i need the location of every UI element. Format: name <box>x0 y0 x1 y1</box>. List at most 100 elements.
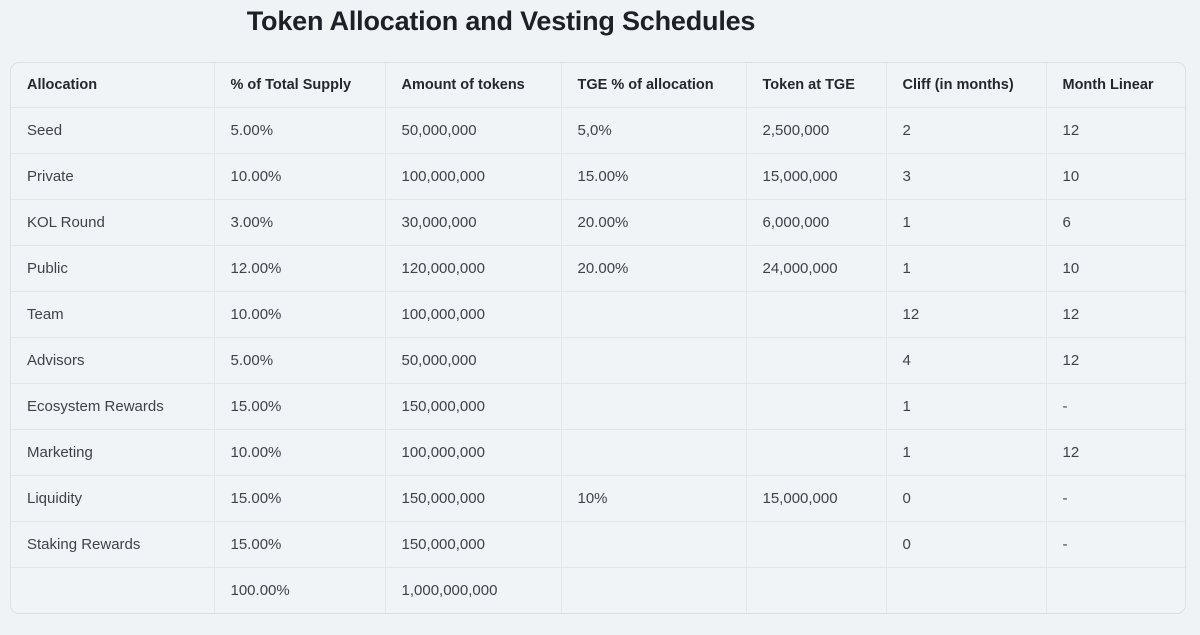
table-cell: Staking Rewards <box>11 520 214 567</box>
table-row: Seed 5.00% 50,000,000 5,0% 2,500,000 2 12 <box>11 107 1185 153</box>
table-cell: 12 <box>1045 290 1185 337</box>
table-cell: 150,000,000 <box>384 382 561 429</box>
page-header: Token Allocation and Vesting Schedules <box>10 6 992 37</box>
table-row: KOL Round 3.00% 30,000,000 20.00% 6,000,000 1… <box>11 198 1185 245</box>
table-cell <box>885 566 1046 613</box>
column-header: Cliff (in months) <box>885 63 1046 108</box>
table-cell: 10.00% <box>213 290 385 337</box>
table-cell: 1 <box>885 244 1046 291</box>
table-cell: 15.00% <box>213 520 385 567</box>
table-cell: 12 <box>885 290 1046 337</box>
table-cell: Public <box>11 244 214 291</box>
table-cell: 1 <box>885 198 1046 245</box>
column-header: Month Linear <box>1045 63 1185 108</box>
allocation-table-container: Allocation% of Total Supply Amount of tok… <box>10 62 1186 614</box>
table-header-row: Allocation% of Total Supply Amount of tok… <box>11 63 1185 108</box>
table-cell: - <box>1045 474 1185 521</box>
table-row: Advisors 5.00% 50,000,000 4 12 <box>11 336 1185 383</box>
table-cell: 10 <box>1045 244 1185 291</box>
table-cell: 150,000,000 <box>384 474 561 521</box>
table-cell: 5.00% <box>213 107 385 153</box>
table-row: Staking Rewards 15.00% 150,000,000 0- <box>11 520 1185 567</box>
table-cell: 5,0% <box>560 107 746 153</box>
table-cell: Marketing <box>11 428 214 475</box>
column-header: % of Total Supply <box>213 63 385 108</box>
table-cell: 10.00% <box>213 152 385 199</box>
table-cell: Liquidity <box>11 474 214 521</box>
table-cell: 2 <box>885 107 1046 153</box>
table-cell <box>1045 566 1185 613</box>
table-cell <box>11 566 214 613</box>
table-cell: 1 <box>885 428 1046 475</box>
table-cell <box>745 290 886 337</box>
table-cell: 100,000,000 <box>384 428 561 475</box>
table-cell: 0 <box>885 474 1046 521</box>
table-cell: 10.00% <box>213 428 385 475</box>
table-cell <box>560 520 746 567</box>
table-cell: 6 <box>1045 198 1185 245</box>
table-cell: 15,000,000 <box>745 152 886 199</box>
table-row: Private 10.00% 100,000,000 15.00% 15,000,000… <box>11 152 1185 199</box>
table-cell <box>745 428 886 475</box>
column-header: TGE % of allocation <box>560 63 746 108</box>
table-cell <box>560 566 746 613</box>
table-cell: 30,000,000 <box>384 198 561 245</box>
table-cell <box>745 566 886 613</box>
table-cell: 12.00% <box>213 244 385 291</box>
column-header: Token at TGE <box>745 63 886 108</box>
table-cell: Ecosystem Rewards <box>11 382 214 429</box>
table-cell: 100,000,000 <box>384 152 561 199</box>
table-body: Seed 5.00% 50,000,000 5,0% 2,500,000 2 12 Priva… <box>11 107 1185 613</box>
page-title: Token Allocation and Vesting Schedules <box>246 6 756 36</box>
table-row: Public 12.00% 120,000,000 20.00% 24,000,000 1… <box>11 244 1185 291</box>
table-cell: 100,000,000 <box>384 290 561 337</box>
table-cell: 4 <box>885 336 1046 383</box>
table-cell: 2,500,000 <box>745 107 886 153</box>
table-cell: 10% <box>560 474 746 521</box>
table-row: Ecosystem Rewards 15.00% 150,000,000 1- <box>11 382 1185 429</box>
table-cell: 5.00% <box>213 336 385 383</box>
column-header: Allocation <box>11 63 214 108</box>
table-cell <box>560 290 746 337</box>
table-cell <box>745 336 886 383</box>
table-cell: 24,000,000 <box>745 244 886 291</box>
table-cell: 12 <box>1045 336 1185 383</box>
table-cell <box>745 520 886 567</box>
table-cell: - <box>1045 520 1185 567</box>
table-cell: Seed <box>27 121 63 139</box>
table-cell: 150,000,000 <box>384 520 561 567</box>
table-cell: 3 <box>885 152 1046 199</box>
table-cell: 50,000,000 <box>384 107 561 153</box>
table-cell: 12 <box>1045 107 1185 153</box>
table-row: 100.00% 1,000,000,000 <box>11 566 1185 613</box>
table-cell: 0 <box>885 520 1046 567</box>
allocation-table: Allocation% of Total Supply Amount of tok… <box>11 63 1185 613</box>
table-cell: 15.00% <box>560 152 746 199</box>
table-cell: 100.00% <box>213 566 385 613</box>
table-cell <box>560 336 746 383</box>
table-cell: 1,000,000,000 <box>384 566 561 613</box>
table-row: Liquidity 15.00% 150,000,000 10% 15,000,000 0… <box>11 474 1185 521</box>
table-cell: 20.00% <box>560 244 746 291</box>
table-cell <box>745 382 886 429</box>
table-cell: - <box>1045 382 1185 429</box>
table-cell: Team <box>11 290 214 337</box>
table-cell: 50,000,000 <box>384 336 561 383</box>
table-cell: 15.00% <box>213 382 385 429</box>
table-cell: 120,000,000 <box>384 244 561 291</box>
table-cell: Private <box>11 152 214 199</box>
table-row: Marketing 10.00% 100,000,000 1 12 <box>11 428 1185 475</box>
table-cell: 12 <box>1045 428 1185 475</box>
table-cell: 3.00% <box>213 198 385 245</box>
table-cell: 20.00% <box>560 198 746 245</box>
table-cell: 6,000,000 <box>745 198 886 245</box>
table-cell: 10 <box>1045 152 1185 199</box>
table-cell: Advisors <box>11 336 214 383</box>
table-row: Team 10.00% 100,000,000 12 12 <box>11 290 1185 337</box>
table-cell: 15.00% <box>213 474 385 521</box>
table-cell <box>560 382 746 429</box>
table-cell <box>560 428 746 475</box>
column-header: Amount of tokens <box>384 63 561 108</box>
table-cell: KOL Round <box>11 198 214 245</box>
table-cell: 1 <box>885 382 1046 429</box>
